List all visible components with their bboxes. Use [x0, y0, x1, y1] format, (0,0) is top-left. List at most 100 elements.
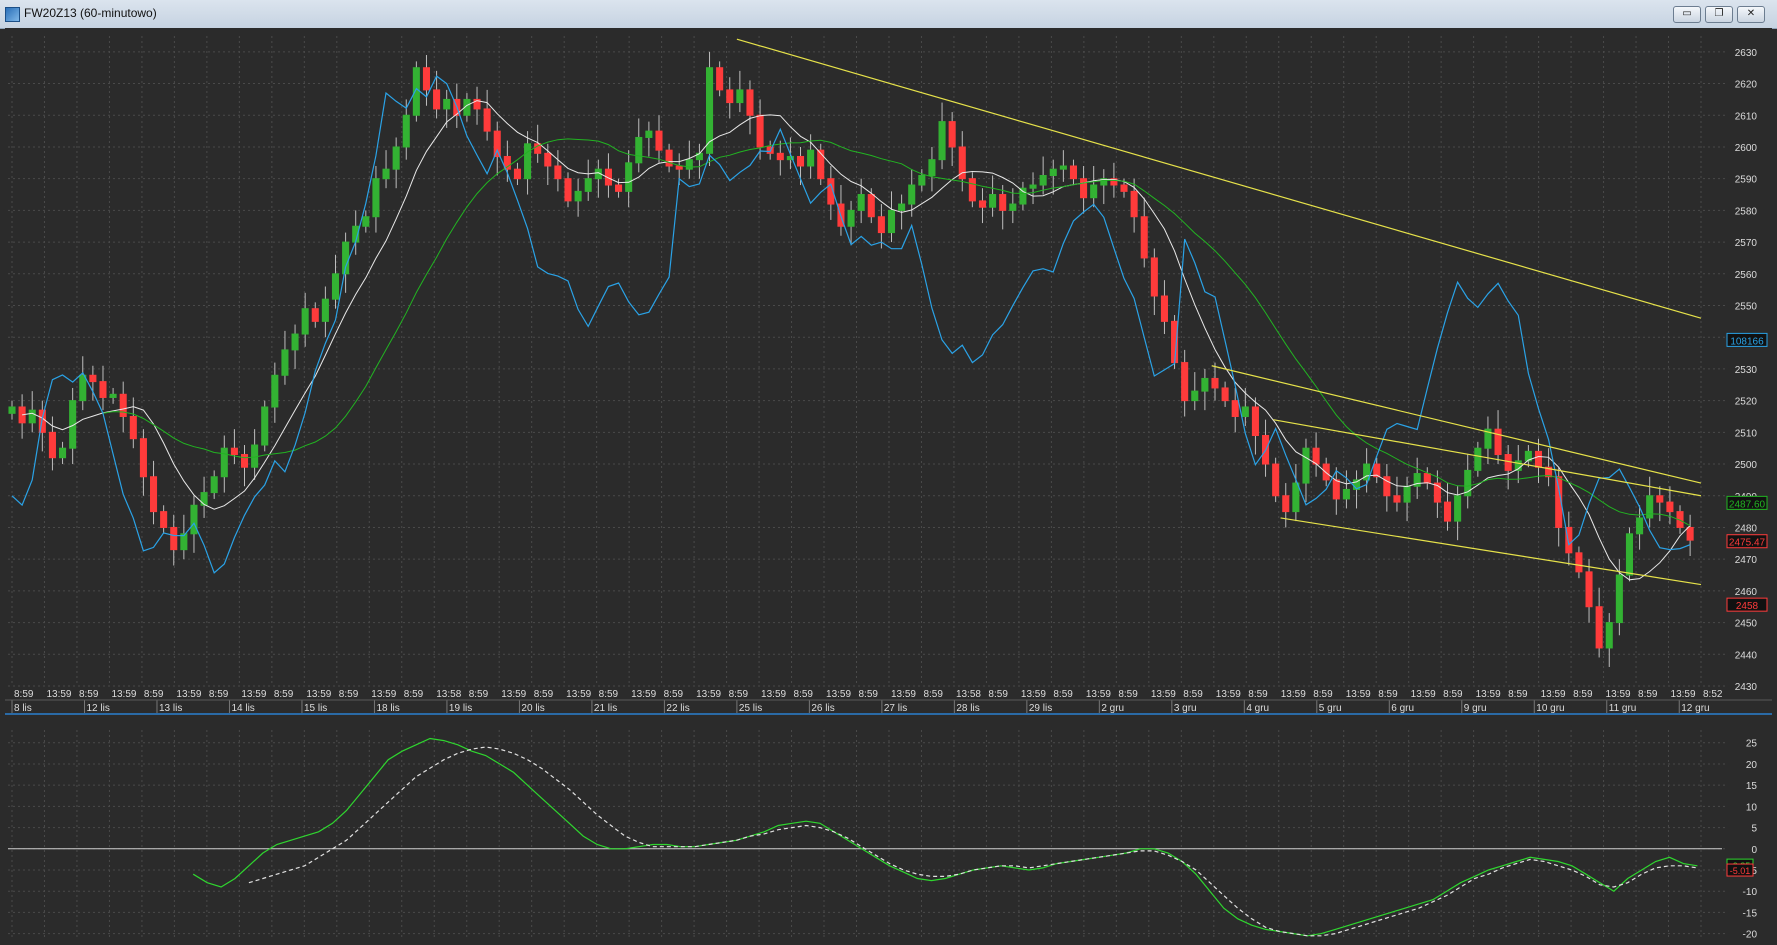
candle-bear	[716, 67, 724, 91]
candle-bear	[726, 89, 734, 104]
y-tick-label: 2550	[1735, 302, 1758, 313]
candle-bear	[867, 194, 875, 218]
app-icon	[5, 7, 20, 22]
candle-bull	[1484, 428, 1492, 449]
candle-bear	[1120, 184, 1128, 192]
candle-bull	[847, 209, 855, 227]
x-date-label: 21 lis	[594, 703, 617, 714]
candle-bull	[1090, 184, 1098, 199]
osc-y-tick-label: 5	[1751, 824, 1757, 835]
chart-area[interactable]: 2430244024502460247024802490250025102520…	[5, 28, 1772, 941]
candle-bear	[513, 168, 521, 180]
candle-bear	[1534, 450, 1543, 468]
x-time-label: 8:59	[404, 689, 424, 700]
x-time-label: 8:59	[469, 689, 489, 700]
candle-bull	[1474, 447, 1482, 471]
candle-bear	[1322, 463, 1330, 481]
x-time-label: 13:58	[436, 689, 461, 700]
x-date-label: 26 lis	[811, 703, 834, 714]
price-label-box	[1726, 495, 1768, 510]
candle-bear	[615, 184, 623, 192]
candle-bull	[584, 178, 592, 192]
x-date-label: 27 lis	[884, 703, 907, 714]
candle-bull	[1413, 473, 1421, 487]
candle-bull	[200, 492, 208, 506]
x-time-label: 8:59	[729, 689, 749, 700]
minimize-button[interactable]: ▭	[1673, 6, 1701, 23]
y-tick-label: 2600	[1735, 143, 1758, 154]
candle-bull	[28, 409, 36, 424]
x-time-label: 8:59	[859, 689, 879, 700]
x-time-label: 13:59	[1021, 689, 1046, 700]
x-date-label: 22 lis	[666, 703, 689, 714]
y-tick-label: 2620	[1735, 80, 1758, 91]
candle-bull	[321, 298, 329, 322]
candle-bull	[301, 308, 309, 335]
x-date-label: 14 lis	[231, 703, 254, 714]
x-date-label: 25 lis	[739, 703, 762, 714]
candle-bull	[69, 400, 77, 449]
price-label-box	[1726, 332, 1768, 347]
trendline	[1280, 517, 1702, 586]
candle-bear	[1504, 454, 1512, 471]
osc-y-tick-label: 10	[1746, 802, 1758, 813]
candle-bull	[1009, 203, 1017, 211]
close-button[interactable]: ✕	[1737, 6, 1765, 23]
x-date-label: 3 gru	[1174, 703, 1197, 714]
candle-bull	[574, 190, 582, 202]
candle-bear	[119, 393, 127, 417]
candle-bull	[59, 447, 67, 459]
trendline	[736, 38, 1702, 319]
x-date-label: 13 lis	[159, 703, 182, 714]
main-grid: 2430244024502460247024802490250025102520…	[8, 36, 1757, 940]
candle-bear	[1656, 495, 1664, 503]
x-time-label: 13:59	[1606, 689, 1631, 700]
x-time-label: 8:59	[1378, 689, 1398, 700]
x-date-label: 10 gru	[1536, 703, 1564, 714]
osc-y-tick-label: 25	[1746, 739, 1758, 750]
x-time-label: 8:59	[1508, 689, 1528, 700]
candle-bear	[149, 476, 158, 513]
candle-bear	[473, 98, 481, 110]
oscillator-line	[192, 737, 1698, 937]
candle-bear	[1160, 295, 1168, 322]
x-time-label: 13:59	[1671, 689, 1696, 700]
x-time-label: 8:59	[664, 689, 684, 700]
x-time-label: 8:59	[988, 689, 1008, 700]
price-chart-svg[interactable]: 2430244024502460247024802490250025102520…	[5, 28, 1772, 941]
candle-bull	[938, 121, 946, 161]
candle-bear	[48, 431, 56, 459]
x-time-label: 8:59	[1053, 689, 1073, 700]
y-tick-label: 2530	[1735, 365, 1758, 376]
x-time-label: 13:59	[501, 689, 526, 700]
x-time-label: 13:59	[826, 689, 851, 700]
candle-bull	[918, 175, 926, 186]
restore-button[interactable]: ❐	[1705, 6, 1733, 23]
candle-bull	[190, 504, 198, 535]
x-time-label: 8:59	[1183, 689, 1203, 700]
y-tick-label: 2440	[1735, 650, 1758, 661]
osc-y-tick-label: -15	[1743, 908, 1758, 919]
candle-bear	[503, 155, 511, 170]
x-date-label: 4 gru	[1246, 703, 1269, 714]
candle-bull	[1049, 168, 1057, 177]
candle-bull	[251, 444, 259, 468]
title-bar[interactable]: FW20Z13 (60-minutowo) ▭ ❐ ✕	[0, 0, 1777, 29]
x-time-label: 13:59	[241, 689, 266, 700]
y-tick-label: 2450	[1735, 619, 1758, 630]
x-date-label: 9 gru	[1464, 703, 1487, 714]
x-time-label: 13:59	[566, 689, 591, 700]
candle-bull	[857, 194, 865, 211]
candle-bear	[534, 143, 542, 154]
y-tick-label: 2460	[1735, 587, 1758, 598]
trendline	[1211, 365, 1702, 484]
candle-bear	[665, 149, 673, 167]
x-date-label: 19 lis	[449, 703, 472, 714]
osc-value-label: -5.01	[1730, 866, 1751, 876]
x-time-label: 8:59	[339, 689, 359, 700]
candle-bear	[139, 438, 147, 478]
y-tick-label: 2480	[1735, 523, 1758, 534]
price-labels: 108166 2487.60 2475.47 2458	[1726, 332, 1768, 612]
x-time-label: 8:59	[923, 689, 943, 700]
x-time-label: 13:59	[111, 689, 136, 700]
